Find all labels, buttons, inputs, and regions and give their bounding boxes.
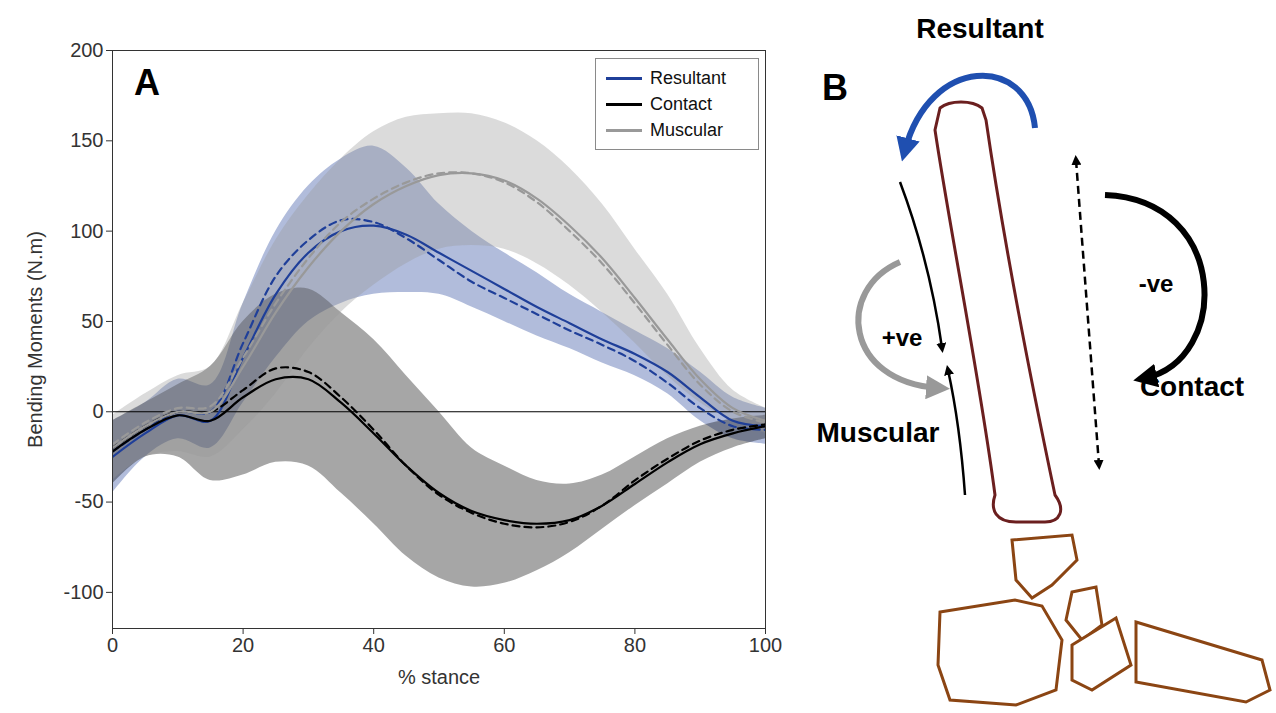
svg-text:% stance: % stance: [398, 666, 480, 688]
html-text:Muscular: Muscular: [650, 119, 723, 140]
svg-text:B: B: [822, 67, 848, 108]
svg-text:60: 60: [493, 634, 515, 656]
svg-text:Resultant: Resultant: [916, 13, 1044, 44]
svg-text:100: 100: [70, 220, 103, 242]
html-text:A: A: [134, 62, 160, 103]
svg-text:200: 200: [70, 39, 103, 61]
html-text:Resultant: Resultant: [650, 67, 726, 88]
svg-text:-50: -50: [75, 490, 104, 512]
svg-text:150: 150: [70, 129, 103, 151]
svg-text:-100: -100: [63, 581, 103, 603]
svg-text:-ve: -ve: [1139, 270, 1174, 297]
svg-text:Muscular: Muscular: [817, 417, 940, 448]
svg-text:0: 0: [107, 634, 118, 656]
svg-text:20: 20: [232, 634, 254, 656]
svg-text:Bending Moments (N.m): Bending Moments (N.m): [24, 231, 46, 448]
svg-text:50: 50: [81, 310, 103, 332]
svg-text:80: 80: [624, 634, 646, 656]
svg-text:100: 100: [749, 634, 782, 656]
svg-text:+ve: +ve: [882, 324, 923, 351]
svg-text:Contact: Contact: [1140, 371, 1244, 402]
svg-text:40: 40: [363, 634, 385, 656]
svg-text:0: 0: [92, 400, 103, 422]
html-text:Contact: Contact: [650, 93, 712, 114]
